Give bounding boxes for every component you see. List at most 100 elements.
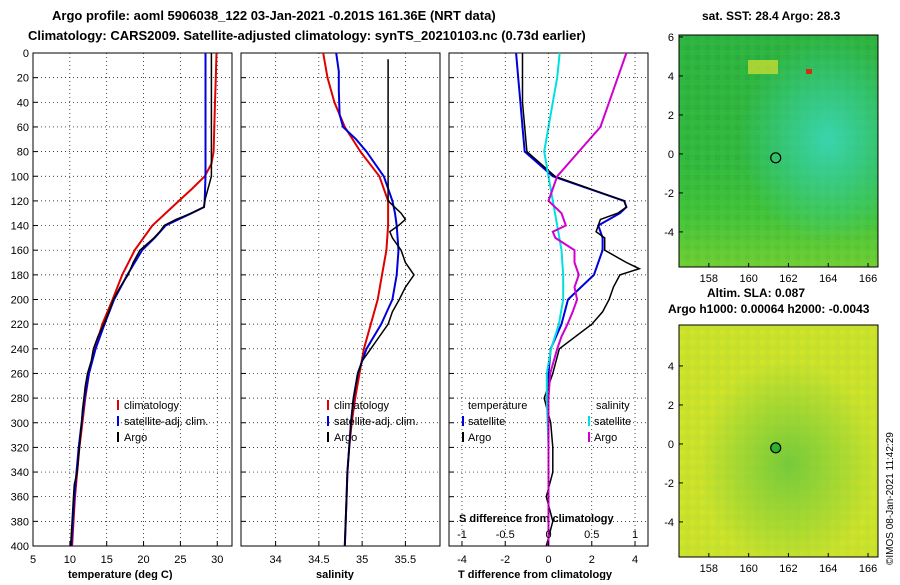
salinity-series-argo: [344, 59, 415, 547]
salinity-panel: salinity 34 34.5 35 35.5 climatology satell…: [240, 52, 441, 581]
x-tick-label: 4: [632, 554, 638, 566]
legend-marker-satellite: [327, 416, 329, 426]
depth-axis: 0 20 40 60 80 100 120 140 160 180 200 220 240 260 280 3…: [11, 48, 29, 553]
legend-marker-climatology: [327, 400, 329, 410]
sla-map-frame: [678, 324, 879, 558]
sla-map-low: [679, 325, 878, 557]
legend-salinity-heading: salinity: [596, 400, 630, 412]
depth-tick-label: 400: [11, 541, 29, 553]
map-x-tick-label: 158: [700, 273, 718, 285]
temperature-legend: climatology satellite-adj. clim. Argo: [117, 400, 208, 444]
x-tick-label: 0: [545, 554, 551, 566]
legend-argo: Argo: [124, 432, 147, 444]
sla-map-title-2: Argo h1000: 0.00064 h2000: -0.0043: [668, 302, 870, 316]
depth-tick-label: 200: [11, 295, 29, 307]
map-x-tick-label: 160: [739, 273, 757, 285]
legend-s-satellite: satellite: [594, 416, 631, 428]
map-y-tick-label: 0: [668, 439, 674, 451]
legend-climatology: climatology: [124, 400, 180, 412]
depth-tick-label: 20: [17, 73, 29, 85]
t-difference-xlabel: T difference from climatology: [458, 569, 613, 580]
depth-tick-label: 120: [11, 196, 29, 208]
map-y-tick-label: -4: [664, 227, 674, 239]
s-tick-label: 0.5: [584, 529, 599, 541]
t-diff-argo: [521, 53, 642, 547]
sst-map-patch: [748, 60, 778, 74]
x-tick-label: 35.5: [395, 554, 416, 566]
legend-satellite: satellite-adj. clim.: [124, 416, 208, 428]
legend-t-argo: Argo: [468, 432, 491, 444]
sla-argo-position-marker: [770, 442, 782, 454]
map-y-tick-label: 4: [668, 361, 674, 373]
map-x-tick-label: 160: [739, 563, 757, 575]
depth-tick-label: 80: [17, 147, 29, 159]
map-x-tick-label: 158: [700, 563, 718, 575]
difference-panel: T difference from climatology S differen…: [448, 52, 649, 581]
x-tick-label: 5: [30, 554, 36, 566]
salinity-xlabel: salinity: [316, 569, 355, 580]
salinity-plot-frame: [240, 52, 441, 547]
x-tick-label: 30: [211, 554, 223, 566]
map-y-tick-label: 2: [668, 110, 674, 122]
depth-tick-label: 240: [11, 344, 29, 356]
legend-marker-climatology: [117, 400, 119, 410]
depth-tick-label: 220: [11, 319, 29, 331]
depth-tick-label: 300: [11, 418, 29, 430]
map-x-tick-label: 162: [779, 273, 797, 285]
depth-tick-label: 360: [11, 492, 29, 504]
s-tick-label: -0.5: [496, 529, 515, 541]
sst-map-warm-pool: [679, 35, 878, 267]
map-x-tick-label: 166: [859, 273, 877, 285]
legend-marker-t-satellite: [462, 416, 464, 426]
x-tick-label: 34.5: [308, 554, 329, 566]
legend-argo: Argo: [334, 432, 357, 444]
depth-tick-label: 280: [11, 393, 29, 405]
legend-marker-t-argo: [462, 432, 464, 442]
sst-map-frame: [678, 34, 879, 268]
legend-marker-s-argo: [588, 432, 590, 442]
difference-legend-salinity: salinity satellite Argo: [588, 400, 631, 444]
sst-map-hotspot: [806, 69, 812, 74]
legend-climatology: climatology: [334, 400, 390, 412]
x-tick-label: 15: [101, 554, 113, 566]
legend-temperature-heading: temperature: [468, 400, 527, 412]
depth-tick-label: 340: [11, 467, 29, 479]
legend-t-satellite: satellite: [468, 416, 505, 428]
map-y-tick-label: -2: [664, 188, 674, 200]
temperature-panel: temperature (deg C) 5 10 15 20 25 30 climatol…: [30, 52, 233, 581]
imos-watermark: ©IMOS 08-Jan-2021 11:42:29: [885, 432, 896, 565]
s-difference-xlabel: S difference from climatology: [459, 513, 615, 525]
map-y-tick-label: 4: [668, 71, 674, 83]
temperature-plot-frame: [32, 52, 233, 547]
title-line-1: Argo profile: aoml 5906038_122 03-Jan-20…: [52, 8, 496, 23]
salinity-legend: climatology satellite-adj. clim. Argo: [327, 400, 418, 444]
map-x-tick-label: 166: [859, 563, 877, 575]
depth-tick-label: 60: [17, 122, 29, 134]
depth-tick-label: 160: [11, 245, 29, 257]
legend-marker-argo: [327, 432, 329, 442]
x-tick-label: -4: [457, 554, 467, 566]
depth-tick-label: 380: [11, 516, 29, 528]
depth-tick-label: 0: [23, 48, 29, 60]
map-x-tick-label: 162: [779, 563, 797, 575]
map-y-tick-label: -2: [664, 478, 674, 490]
s-tick-label: 1: [632, 529, 638, 541]
map-y-tick-label: 6: [668, 32, 674, 44]
x-tick-label: -2: [500, 554, 510, 566]
sla-map-panel: Altim. SLA: 0.087 Argo h1000: 0.00064 h2…: [664, 286, 879, 575]
map-x-tick-label: 164: [819, 563, 837, 575]
depth-tick-label: 40: [17, 97, 29, 109]
temperature-xlabel: temperature (deg C): [68, 569, 173, 580]
temperature-series-argo: [69, 53, 213, 547]
x-tick-label: 25: [174, 554, 186, 566]
sst-map-panel: sat. SST: 28.4 Argo: 28.3 158 160 162 164 16…: [664, 9, 879, 285]
legend-marker-s-satellite: [588, 416, 590, 426]
map-x-tick-label: 164: [819, 273, 837, 285]
depth-tick-label: 180: [11, 270, 29, 282]
legend-marker-satellite: [117, 416, 119, 426]
sst-argo-position-marker: [770, 152, 782, 164]
x-tick-label: 35: [356, 554, 368, 566]
s-diff-argo: [547, 52, 628, 546]
